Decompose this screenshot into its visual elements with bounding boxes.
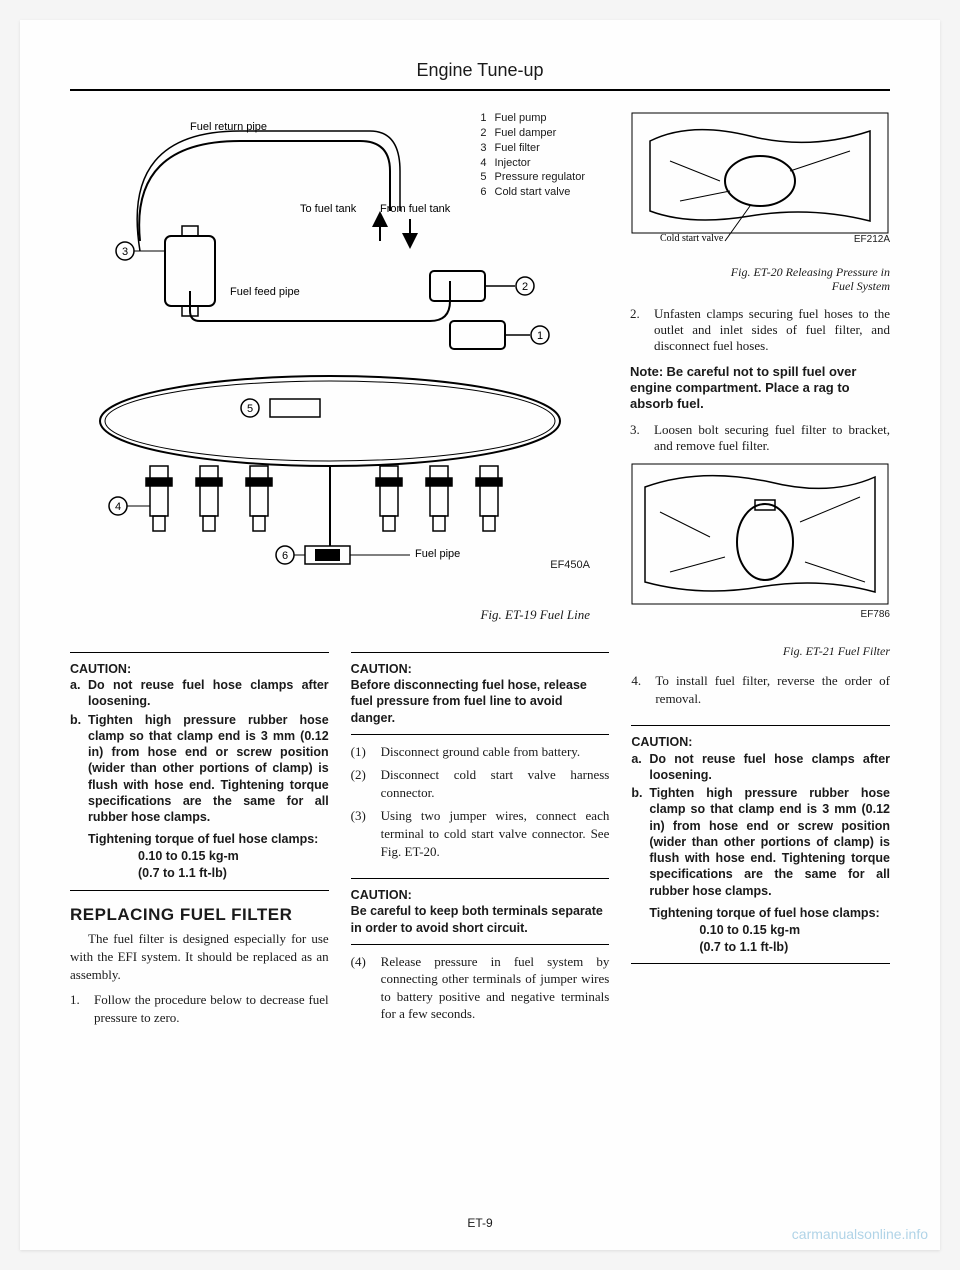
substep-2: (2) Disconnect cold start valve harness … — [351, 766, 610, 801]
figure-et19: 1Fuel pump 2Fuel damper 3Fuel filter 4In… — [70, 111, 610, 626]
section-heading: REPLACING FUEL FILTER — [70, 905, 329, 925]
figure-code: EF786 — [861, 609, 890, 620]
rule — [351, 734, 610, 735]
caution-head: CAUTION: — [631, 734, 890, 750]
torque-spec: Tightening torque of fuel hose clamps: 0… — [649, 905, 890, 956]
upper-section: 1Fuel pump 2Fuel damper 3Fuel filter 4In… — [70, 111, 890, 626]
rule — [631, 963, 890, 964]
label-return-pipe: Fuel return pipe — [190, 121, 267, 134]
step-2: 2. Unfasten clamps securing fuel hoses t… — [630, 306, 890, 354]
caution-body: Before disconnecting fuel hose, release … — [351, 677, 610, 726]
rule — [351, 878, 610, 879]
label-to-tank: To fuel tank — [300, 203, 356, 216]
step-3: 3. Loosen bolt securing fuel filter to b… — [630, 422, 890, 454]
caution-head: CAUTION: — [351, 661, 610, 677]
label-cold-start: Cold start valve — [660, 233, 723, 245]
figure-code: EF212A — [854, 234, 890, 245]
manual-page: Engine Tune-up 1Fuel pump 2Fuel damper 3… — [20, 20, 940, 1250]
caution-body: Be careful to keep both terminals separa… — [351, 903, 610, 936]
substep-4: (4) Release pressure in fuel system by c… — [351, 953, 610, 1023]
rule — [351, 652, 610, 653]
column-1: CAUTION: a. Do not reuse fuel hose clamp… — [70, 644, 329, 1032]
diagram-legend: 1Fuel pump 2Fuel damper 3Fuel filter 4In… — [477, 111, 586, 200]
paragraph: The fuel filter is designed especially f… — [70, 930, 329, 983]
figure-et19-caption: Fig. ET-19 Fuel Line — [70, 607, 610, 623]
figure-code: EF450A — [550, 559, 590, 571]
svg-text:5: 5 — [247, 403, 253, 415]
figure-et21-caption: Fig. ET-21 Fuel Filter — [631, 644, 890, 658]
caution-head: CAUTION: — [351, 887, 610, 903]
substep-1: (1) Disconnect ground cable from battery… — [351, 743, 610, 761]
svg-text:3: 3 — [122, 246, 128, 258]
label-feed-pipe: Fuel feed pipe — [230, 286, 300, 299]
step-1: 1. Follow the procedure below to decreas… — [70, 991, 329, 1026]
figure-et20: Cold start valve EF212A — [630, 111, 890, 261]
lower-columns: CAUTION: a. Do not reuse fuel hose clamp… — [70, 644, 890, 1032]
rule — [70, 890, 329, 891]
svg-text:6: 6 — [282, 550, 288, 562]
label-from-tank: From fuel tank — [380, 203, 450, 216]
rule — [351, 944, 610, 945]
svg-text:2: 2 — [522, 281, 528, 293]
page-title: Engine Tune-up — [70, 60, 890, 91]
substep-3: (3) Using two jumper wires, connect each… — [351, 807, 610, 860]
step-4: 4. To install fuel filter, reverse the o… — [631, 672, 890, 707]
fuel-line-diagram: 1Fuel pump 2Fuel damper 3Fuel filter 4In… — [70, 111, 610, 601]
figure-et21: EF786 — [630, 462, 890, 622]
rule — [631, 725, 890, 726]
svg-text:4: 4 — [115, 501, 121, 513]
torque-spec: Tightening torque of fuel hose clamps: 0… — [88, 831, 329, 882]
watermark: carmanualsonline.info — [792, 1226, 928, 1242]
label-fuel-pipe: Fuel pipe — [415, 548, 460, 561]
note-block: Note: Be careful not to spill fuel over … — [630, 364, 890, 412]
figure-et20-caption: Fig. ET-20 Releasing Pressure in Fuel Sy… — [630, 265, 890, 294]
column-3: Fig. ET-21 Fuel Filter 4. To install fue… — [631, 644, 890, 1032]
svg-text:1: 1 — [537, 330, 543, 342]
caution-head: CAUTION: — [70, 661, 329, 677]
column-2: CAUTION: Before disconnecting fuel hose,… — [351, 644, 610, 1032]
rule — [70, 652, 329, 653]
right-upper-column: Cold start valve EF212A Fig. ET-20 Relea… — [630, 111, 890, 626]
